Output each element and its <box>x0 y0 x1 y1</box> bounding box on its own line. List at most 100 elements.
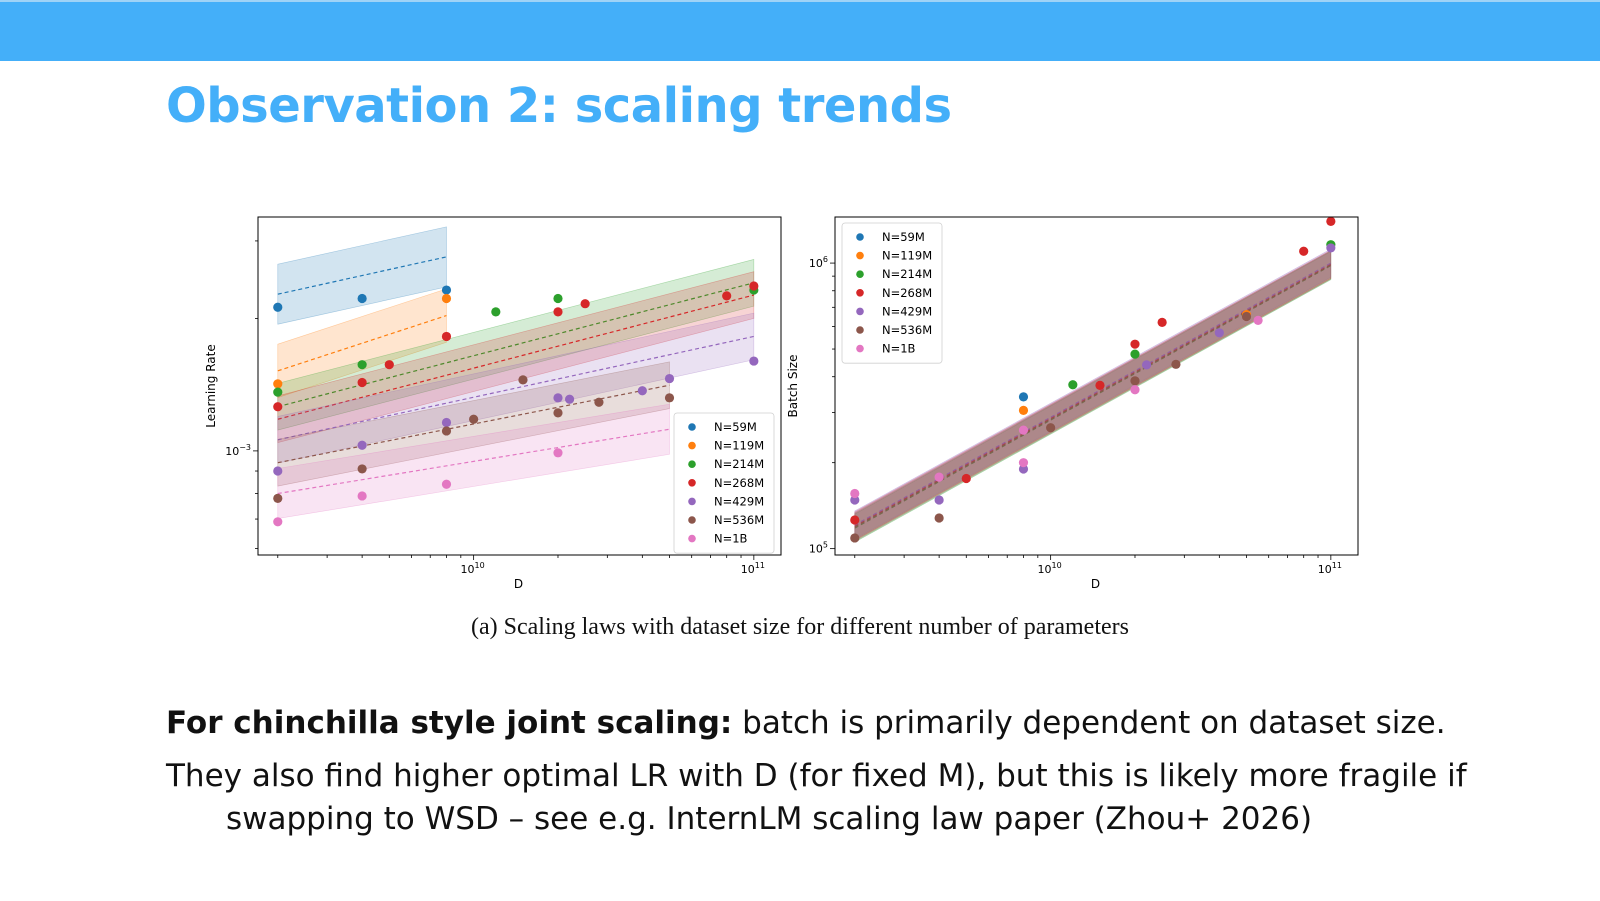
data-point-n-119m <box>273 379 283 389</box>
plot-frame <box>834 216 1359 556</box>
data-point-n-268m <box>580 299 590 309</box>
x-axis-label: D <box>1091 577 1100 591</box>
data-point-n-214m <box>491 307 501 317</box>
legend-label-n-1b: N=1B <box>714 532 748 546</box>
fit-line-n-1b <box>277 428 670 495</box>
data-point-n-268m <box>1095 380 1105 390</box>
figure-caption: (a) Scaling laws with dataset size for d… <box>471 614 1129 640</box>
x-tick-label: 1010 <box>461 561 485 576</box>
data-point-n-59m <box>357 293 367 304</box>
data-point-n-214m <box>357 360 367 370</box>
data-point-n-1b <box>934 472 944 482</box>
data-point-n-429m <box>1141 360 1152 370</box>
data-point-n-429m <box>637 386 647 396</box>
data-point-n-536m <box>664 393 675 403</box>
data-point-n-268m <box>273 402 283 412</box>
data-point-n-268m <box>1299 246 1309 256</box>
legend-label-n-536m: N=536M <box>714 513 764 527</box>
y-axis-label: Learning Rate <box>204 344 218 427</box>
data-point-n-536m <box>594 397 604 407</box>
data-point-n-268m <box>1130 339 1140 349</box>
x-tick-label: 1011 <box>1318 561 1342 576</box>
legend-box <box>673 412 775 554</box>
legend-marker-n-536m <box>856 326 864 334</box>
x-tick-label: 1011 <box>741 561 765 576</box>
legend-marker-n-268m <box>688 479 696 487</box>
legend-label-n-119m: N=119M <box>882 249 932 263</box>
data-point-n-1b <box>1018 425 1029 435</box>
data-point-n-536m <box>553 408 563 418</box>
data-point-n-536m <box>934 513 944 523</box>
legend-label-n-429m: N=429M <box>882 304 932 318</box>
data-point-n-536m <box>469 414 479 424</box>
data-point-n-536m <box>1046 423 1056 433</box>
legend-label-n-119m: N=119M <box>714 439 764 453</box>
body-line-1-rest: batch is primarily dependent on dataset … <box>732 705 1446 741</box>
data-point-n-429m <box>934 495 944 505</box>
slide-title: Observation 2: scaling trends <box>166 78 952 134</box>
y-tick-label: 106 <box>809 255 828 270</box>
legend-marker-n-429m <box>688 497 696 506</box>
legend-label-n-268m: N=268M <box>882 286 932 300</box>
legend-label-n-429m: N=429M <box>714 494 764 508</box>
plot-frame <box>257 216 782 556</box>
fit-band-n-214m <box>854 251 1332 543</box>
data-point-n-1b <box>553 448 563 458</box>
batch-size-chart: 1010 1011 105 106 D Batch Size N=59M N=119M N=21… <box>786 216 1359 591</box>
data-point-n-268m <box>384 360 394 370</box>
fit-band-n-536m <box>854 250 1332 542</box>
data-point-n-59m <box>1018 392 1029 402</box>
legend-label-n-59m: N=59M <box>882 230 925 244</box>
body-line-1: For chinchilla style joint scaling: batc… <box>166 702 1496 745</box>
legend-marker-n-1b <box>688 534 696 543</box>
fit-line-n-119m <box>277 314 447 372</box>
data-point-n-1b <box>1018 458 1029 468</box>
data-point-n-1b <box>357 491 367 501</box>
data-point-n-1b <box>1130 385 1140 395</box>
legend: N=59M N=119M N=214M N=268M N=429M N=536M N=1B <box>841 222 943 364</box>
data-point-n-268m <box>441 331 452 342</box>
data-point-n-214m <box>1130 349 1140 359</box>
data-point-n-119m <box>1018 405 1029 415</box>
legend-marker-n-268m <box>856 289 864 297</box>
legend-marker-n-59m <box>856 233 864 241</box>
data-point-n-1b <box>1253 315 1263 325</box>
data-point-n-429m <box>357 440 367 450</box>
legend-marker-n-214m <box>688 460 696 468</box>
data-point-n-268m <box>850 515 860 525</box>
fit-line-n-536m <box>277 384 670 464</box>
data-point-n-1b <box>441 479 452 489</box>
legend: N=59M N=119M N=214M N=268M N=429M N=536M N=1B <box>673 412 775 554</box>
data-point-n-429m <box>1214 328 1224 338</box>
legend-marker-n-429m <box>856 307 864 316</box>
data-point-n-536m <box>357 464 367 474</box>
data-point-n-268m <box>1157 317 1167 327</box>
body-line-1-bold: For chinchilla style joint scaling: <box>166 705 733 741</box>
legend-label-n-536m: N=536M <box>882 323 932 337</box>
data-point-n-59m <box>441 285 452 295</box>
legend-label-n-214m: N=214M <box>714 457 764 471</box>
data-point-n-429m <box>273 466 283 476</box>
legend-label-n-1b: N=1B <box>882 342 916 356</box>
x-axis-label: D <box>514 577 523 591</box>
fit-line-n-268m <box>277 294 754 420</box>
legend-label-n-268m: N=268M <box>714 476 764 490</box>
data-point-n-429m <box>749 356 759 366</box>
data-point-n-214m <box>273 387 283 397</box>
data-point-n-536m <box>441 426 452 436</box>
data-point-n-59m <box>273 302 283 312</box>
data-point-n-429m <box>441 417 452 428</box>
legend-marker-n-59m <box>688 423 696 431</box>
data-point-n-429m <box>664 373 675 384</box>
learning-rate-chart: 1010 1011 10−3 D Learning Rate N=59M N=119M N=2… <box>204 216 782 591</box>
y-axis-label: Batch Size <box>786 355 800 418</box>
data-point-n-268m <box>722 291 732 301</box>
data-point-n-536m <box>1171 359 1181 369</box>
data-point-n-429m <box>564 394 575 404</box>
fit-band-n-429m <box>854 248 1332 540</box>
body-line-2: They also find higher optimal LR with D … <box>166 758 1467 837</box>
legend-label-n-59m: N=59M <box>714 420 757 434</box>
data-point-n-214m <box>553 293 563 304</box>
legend-marker-n-214m <box>856 270 864 278</box>
data-point-n-268m <box>749 281 759 291</box>
